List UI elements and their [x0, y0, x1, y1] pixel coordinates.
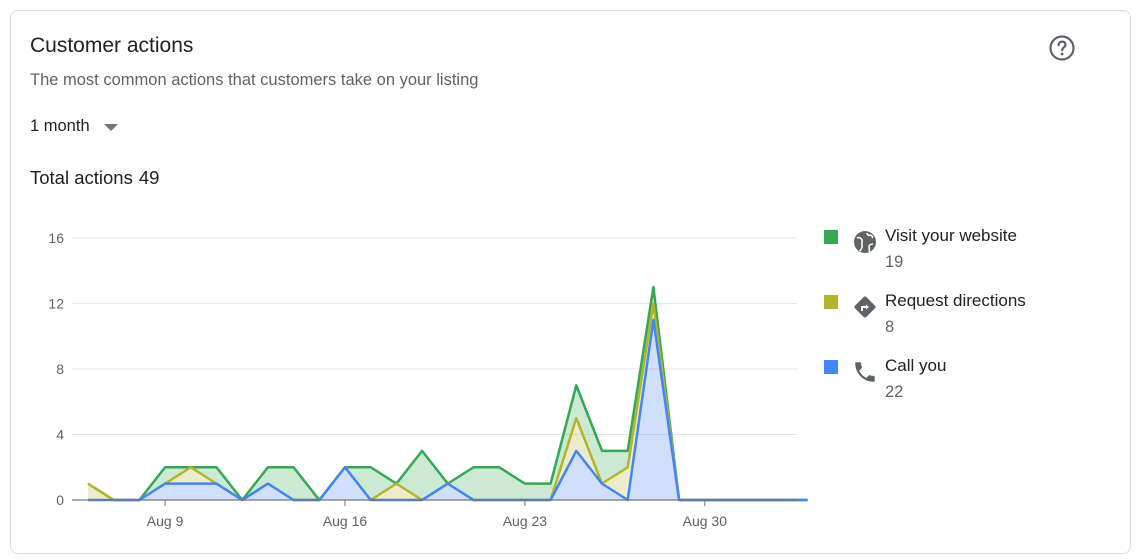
- legend-label-request-directions: Request directions: [885, 291, 1026, 310]
- legend-swatch-call-you: [824, 360, 838, 374]
- y-tick-label: 12: [48, 296, 64, 312]
- series-area-call-you: [88, 319, 808, 500]
- directions-icon: [854, 296, 876, 318]
- x-tick-label: Aug 23: [503, 513, 548, 529]
- globe-icon: [854, 231, 876, 253]
- y-tick-label: 4: [56, 427, 64, 443]
- period-dropdown[interactable]: 1 month: [30, 117, 118, 136]
- x-tick-label: Aug 16: [323, 513, 368, 529]
- legend-item-call-you: Call you 22: [824, 355, 1104, 420]
- y-tick-label: 16: [48, 230, 64, 246]
- total-actions: Total actions 49: [30, 167, 159, 189]
- total-actions-value: 49: [138, 167, 160, 188]
- x-tick-label: Aug 9: [147, 513, 184, 529]
- legend-item-request-directions: Request directions 8: [824, 290, 1104, 355]
- series-area-visit-your-website: [88, 287, 808, 500]
- help-circle-icon[interactable]: [1048, 34, 1076, 62]
- legend-value-visit-website: 19: [885, 253, 904, 271]
- dropdown-arrow-icon: [103, 124, 118, 131]
- card-subtitle: The most common actions that customers t…: [30, 71, 479, 89]
- period-dropdown-label: 1 month: [30, 117, 90, 135]
- legend-swatch-request-directions: [824, 295, 838, 309]
- series-line-visit-your-website: [87, 285, 808, 502]
- chart-legend: Visit your website 19 Request directions…: [824, 225, 1104, 420]
- legend-value-call-you: 22: [885, 383, 904, 401]
- y-tick-label: 0: [56, 492, 64, 508]
- y-tick-label: 8: [56, 361, 64, 377]
- x-tick-label: Aug 30: [683, 513, 728, 529]
- phone-icon: [855, 362, 875, 382]
- legend-item-visit-website: Visit your website 19: [824, 225, 1104, 290]
- legend-value-request-directions: 8: [885, 318, 895, 336]
- legend-swatch-visit-website: [824, 230, 838, 244]
- series-line-request-directions: [87, 302, 808, 502]
- card-title: Customer actions: [30, 34, 194, 57]
- total-actions-label: Total actions: [30, 167, 133, 188]
- legend-label-visit-website: Visit your website: [885, 226, 1017, 245]
- legend-label-call-you: Call you: [885, 356, 947, 375]
